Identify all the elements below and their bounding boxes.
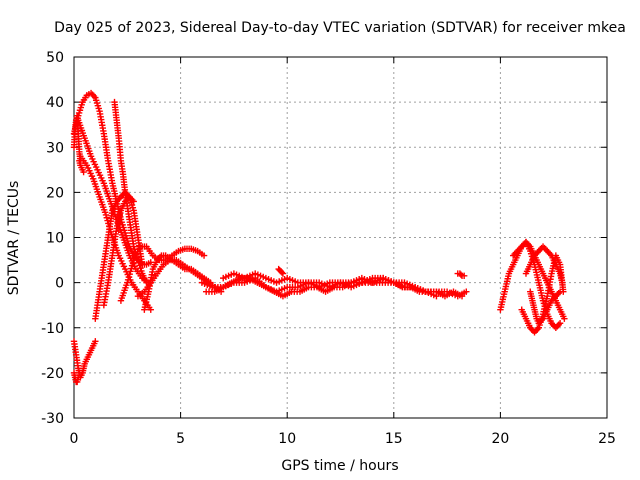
axis-ticks (73, 56, 608, 419)
data-point-marker (463, 288, 470, 295)
x-tick-label: 25 (598, 431, 616, 447)
series-trace-f (111, 98, 150, 286)
y-tick-label: -10 (41, 321, 64, 337)
series-trace-r (454, 270, 468, 280)
series-trace-t (509, 238, 568, 322)
x-tick-labels: 0 5 10 15 20 25 (70, 431, 616, 447)
y-tick-label: 20 (46, 185, 64, 201)
x-tick-label: 0 (70, 431, 79, 447)
y-tick-label: 30 (46, 140, 64, 156)
data-point-marker (139, 261, 146, 268)
x-tick-label: 10 (278, 431, 296, 447)
data-markers (70, 89, 568, 386)
data-point-marker (561, 315, 568, 322)
series-trace-b (70, 89, 154, 268)
data-point-marker (556, 320, 564, 327)
series-trace-e (76, 157, 87, 176)
y-tick-label: 10 (46, 231, 64, 247)
x-axis-label: GPS time / hours (281, 458, 398, 474)
data-point-marker (75, 374, 82, 381)
y-tick-label: 40 (46, 95, 64, 111)
data-point-marker (457, 271, 465, 278)
data-point-marker (92, 338, 99, 345)
series-trace-m (70, 369, 82, 386)
series-trace-h (100, 193, 137, 309)
y-tick-label: 0 (55, 276, 64, 292)
y-tick-label: -20 (41, 366, 64, 382)
chart-title: Day 025 of 2023, Sidereal Day-to-day VTE… (54, 20, 626, 36)
series-trace-w (527, 288, 564, 327)
series-trace-q (275, 265, 287, 277)
data-point-marker (279, 270, 287, 277)
data-point-marker (460, 272, 468, 280)
data-point-marker (147, 306, 154, 313)
y-tick-label: 50 (46, 50, 64, 66)
x-tick-label: 20 (491, 431, 509, 447)
y-axis-label: SDTVAR / TECUs (6, 181, 22, 296)
series-trace-i (117, 243, 208, 304)
data-point-marker (278, 269, 286, 276)
series-trace-p (220, 270, 440, 300)
x-tick-label: 5 (176, 431, 185, 447)
y-tick-label: -30 (41, 411, 64, 427)
data-point-marker (556, 288, 564, 295)
data-point-marker (433, 292, 440, 300)
data-point-marker (80, 168, 87, 176)
x-tick-label: 15 (385, 431, 403, 447)
data-point-marker (200, 252, 208, 259)
series-trace-v (522, 243, 567, 295)
data-point-marker (458, 292, 466, 300)
data-point-marker (130, 198, 137, 205)
series-trace-u (518, 252, 566, 336)
y-tick-labels: -30 -20 -10 0 10 20 30 40 50 (41, 50, 64, 427)
